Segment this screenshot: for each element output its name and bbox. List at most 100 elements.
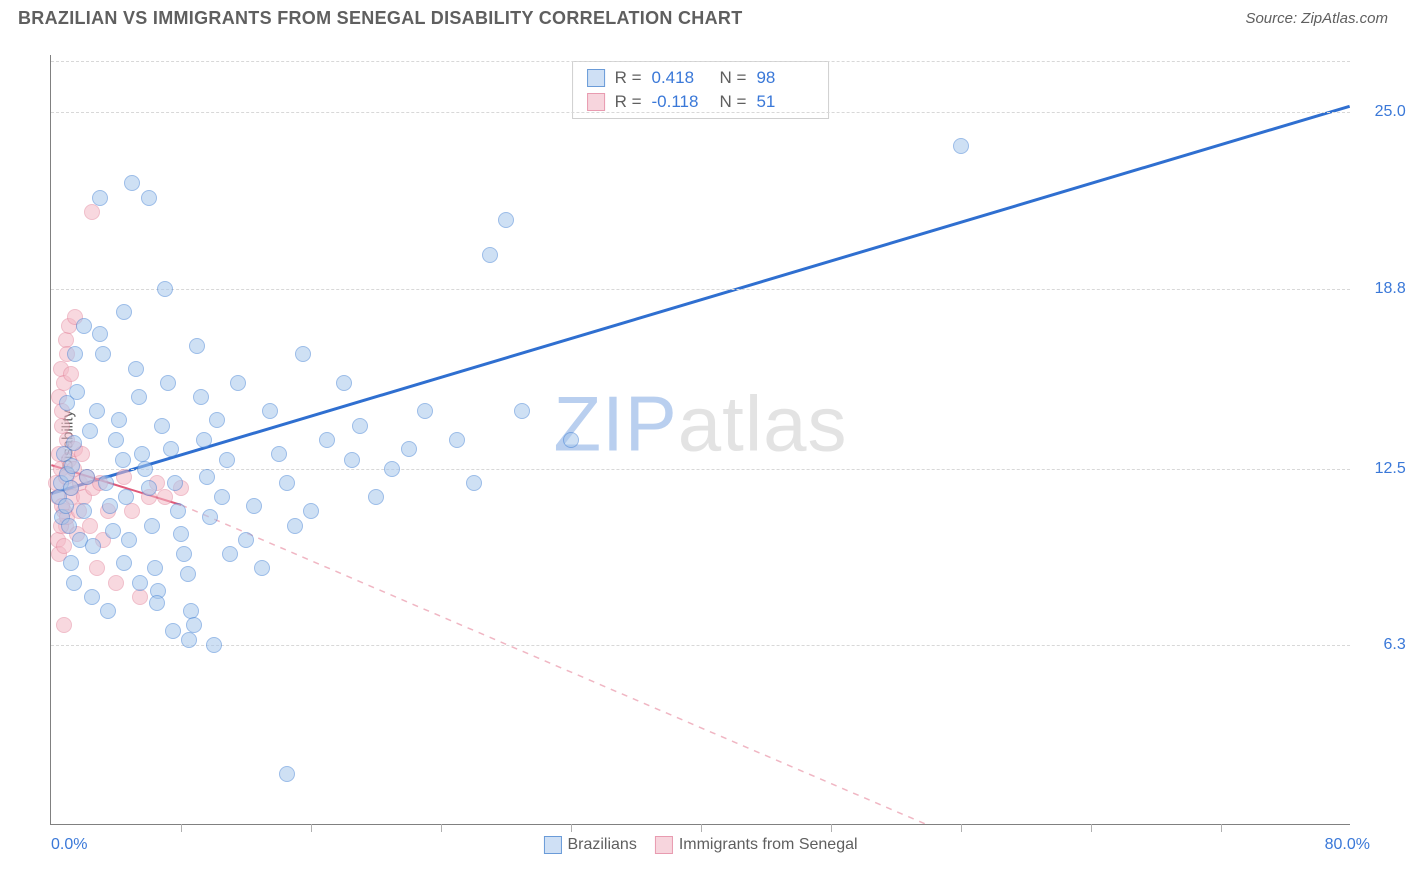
- legend-swatch-0: [543, 836, 561, 854]
- stats-r-value-1: -0.118: [652, 92, 710, 112]
- scatter-point: [196, 432, 212, 448]
- scatter-point: [167, 475, 183, 491]
- scatter-point: [92, 326, 108, 342]
- y-tick-label: 6.3%: [1360, 636, 1406, 654]
- y-tick-label: 12.5%: [1360, 460, 1406, 478]
- scatter-point: [498, 212, 514, 228]
- scatter-point: [82, 518, 98, 534]
- watermark-part2: atlas: [678, 380, 848, 468]
- x-tick: [831, 824, 832, 832]
- scatter-point: [63, 480, 79, 496]
- scatter-point: [116, 469, 132, 485]
- scatter-point: [79, 469, 95, 485]
- scatter-point: [279, 475, 295, 491]
- stats-n-label-0: N =: [720, 68, 747, 88]
- scatter-point: [222, 546, 238, 562]
- scatter-point: [303, 503, 319, 519]
- scatter-point: [163, 441, 179, 457]
- scatter-point: [295, 346, 311, 362]
- scatter-point: [111, 412, 127, 428]
- scatter-point: [170, 503, 186, 519]
- scatter-point: [271, 446, 287, 462]
- stats-n-label-1: N =: [720, 92, 747, 112]
- scatter-point: [352, 418, 368, 434]
- watermark-part1: ZIP: [553, 380, 677, 468]
- scatter-point: [144, 518, 160, 534]
- gridline: [51, 112, 1350, 113]
- scatter-point: [287, 518, 303, 534]
- trend-lines: [51, 55, 1350, 824]
- scatter-point: [384, 461, 400, 477]
- scatter-point: [98, 475, 114, 491]
- scatter-point: [69, 384, 85, 400]
- scatter-point: [449, 432, 465, 448]
- scatter-point: [124, 175, 140, 191]
- scatter-point: [214, 489, 230, 505]
- scatter-point: [466, 475, 482, 491]
- legend-swatch-1: [655, 836, 673, 854]
- stats-r-value-0: 0.418: [652, 68, 710, 88]
- x-tick: [181, 824, 182, 832]
- scatter-point: [89, 560, 105, 576]
- chart-container: Disability ZIPatlas R = 0.418 N = 98 R =…: [50, 55, 1350, 825]
- scatter-point: [116, 304, 132, 320]
- scatter-point: [58, 498, 74, 514]
- scatter-point: [238, 532, 254, 548]
- stats-n-value-1: 51: [756, 92, 814, 112]
- scatter-point: [279, 766, 295, 782]
- x-tick: [961, 824, 962, 832]
- x-axis-min-label: 0.0%: [51, 836, 87, 854]
- scatter-point: [115, 452, 131, 468]
- scatter-point: [157, 281, 173, 297]
- x-tick: [311, 824, 312, 832]
- scatter-point: [147, 560, 163, 576]
- x-axis-max-label: 80.0%: [1325, 836, 1370, 854]
- scatter-point: [105, 523, 121, 539]
- scatter-point: [181, 632, 197, 648]
- scatter-point: [92, 190, 108, 206]
- scatter-point: [189, 338, 205, 354]
- scatter-point: [401, 441, 417, 457]
- chart-source: Source: ZipAtlas.com: [1245, 10, 1388, 27]
- scatter-point: [82, 423, 98, 439]
- scatter-point: [173, 526, 189, 542]
- scatter-point: [64, 458, 80, 474]
- trend-line: [181, 505, 1025, 824]
- legend-label-0: Brazilians: [567, 836, 636, 854]
- scatter-point: [85, 538, 101, 554]
- scatter-point: [63, 366, 79, 382]
- stats-row-1: R = -0.118 N = 51: [587, 90, 815, 114]
- scatter-point: [76, 318, 92, 334]
- scatter-point: [199, 469, 215, 485]
- stats-n-value-0: 98: [756, 68, 814, 88]
- scatter-point: [154, 418, 170, 434]
- stats-row-0: R = 0.418 N = 98: [587, 66, 815, 90]
- scatter-point: [89, 403, 105, 419]
- scatter-point: [121, 532, 137, 548]
- scatter-point: [344, 452, 360, 468]
- scatter-point: [193, 389, 209, 405]
- scatter-point: [165, 623, 181, 639]
- scatter-point: [137, 461, 153, 477]
- stats-r-label-0: R =: [615, 68, 642, 88]
- scatter-point: [246, 498, 262, 514]
- scatter-point: [100, 603, 116, 619]
- scatter-point: [56, 538, 72, 554]
- scatter-point: [128, 361, 144, 377]
- scatter-point: [336, 375, 352, 391]
- scatter-point: [254, 560, 270, 576]
- legend: Brazilians Immigrants from Senegal: [543, 836, 857, 854]
- watermark: ZIPatlas: [553, 379, 847, 470]
- scatter-point: [482, 247, 498, 263]
- scatter-point: [219, 452, 235, 468]
- chart-title: BRAZILIAN VS IMMIGRANTS FROM SENEGAL DIS…: [18, 8, 743, 29]
- scatter-point: [67, 346, 83, 362]
- scatter-point: [102, 498, 118, 514]
- stats-box: R = 0.418 N = 98 R = -0.118 N = 51: [572, 61, 830, 119]
- gridline: [51, 289, 1350, 290]
- scatter-point: [132, 575, 148, 591]
- scatter-point: [180, 566, 196, 582]
- x-tick: [571, 824, 572, 832]
- scatter-point: [131, 389, 147, 405]
- scatter-point: [563, 432, 579, 448]
